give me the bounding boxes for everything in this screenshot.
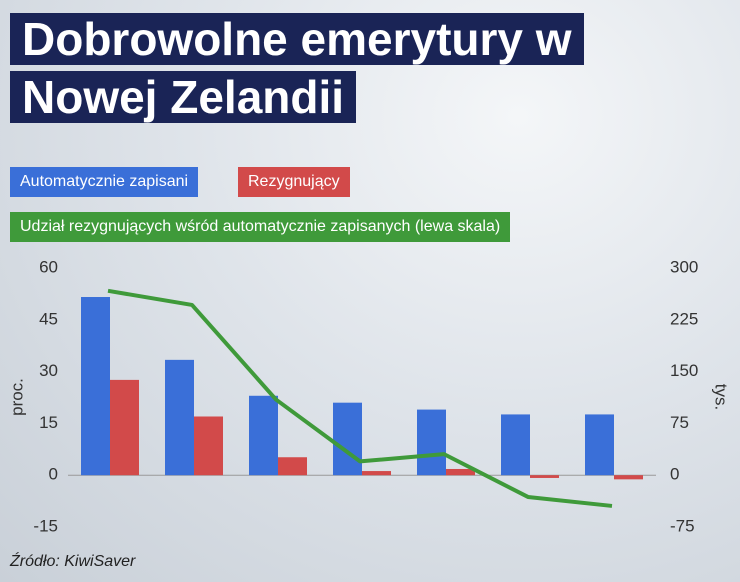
y-tick-label: 0 <box>49 465 58 484</box>
y-axis-title: proc. <box>7 378 26 416</box>
y-tick-label: 60 <box>39 257 58 276</box>
y2-tick-label: 150 <box>670 361 698 380</box>
bar <box>417 409 446 476</box>
y-tick-label: 30 <box>39 361 58 380</box>
y-tick-label: 15 <box>39 413 58 432</box>
source: Źródło: KiwiSaver <box>10 553 136 570</box>
bar <box>194 416 223 476</box>
y2-axis-title: tys. <box>712 384 731 410</box>
bar <box>614 475 643 480</box>
y-tick-label: -15 <box>33 516 58 535</box>
y2-tick-label: 75 <box>670 413 689 432</box>
legend-entry: Rezygnujący <box>238 167 350 197</box>
y2-tick-label: -75 <box>670 516 695 535</box>
bar <box>278 457 307 476</box>
bar <box>249 395 278 476</box>
bar <box>446 468 475 476</box>
bar <box>530 475 559 478</box>
title-box: Dobrowolne emerytury w Nowej Zelandii <box>10 10 585 126</box>
bar <box>81 297 110 476</box>
bar <box>501 414 530 476</box>
bar <box>165 359 194 476</box>
bar <box>110 379 139 476</box>
bar <box>362 471 391 476</box>
legend-entry: Udział rezygnujących wśród automatycznie… <box>10 212 511 242</box>
y2-tick-label: 225 <box>670 309 698 328</box>
line <box>107 288 613 508</box>
y2-tick-label: 300 <box>670 257 698 276</box>
bar <box>585 414 614 476</box>
chart-title: Dobrowolne emerytury w Nowej Zelandii <box>10 13 584 123</box>
legend-entry: Automatycznie zapisani <box>10 167 199 197</box>
y2-tick-label: 0 <box>670 465 679 484</box>
bar <box>333 402 362 476</box>
y-tick-label: 45 <box>39 309 58 328</box>
